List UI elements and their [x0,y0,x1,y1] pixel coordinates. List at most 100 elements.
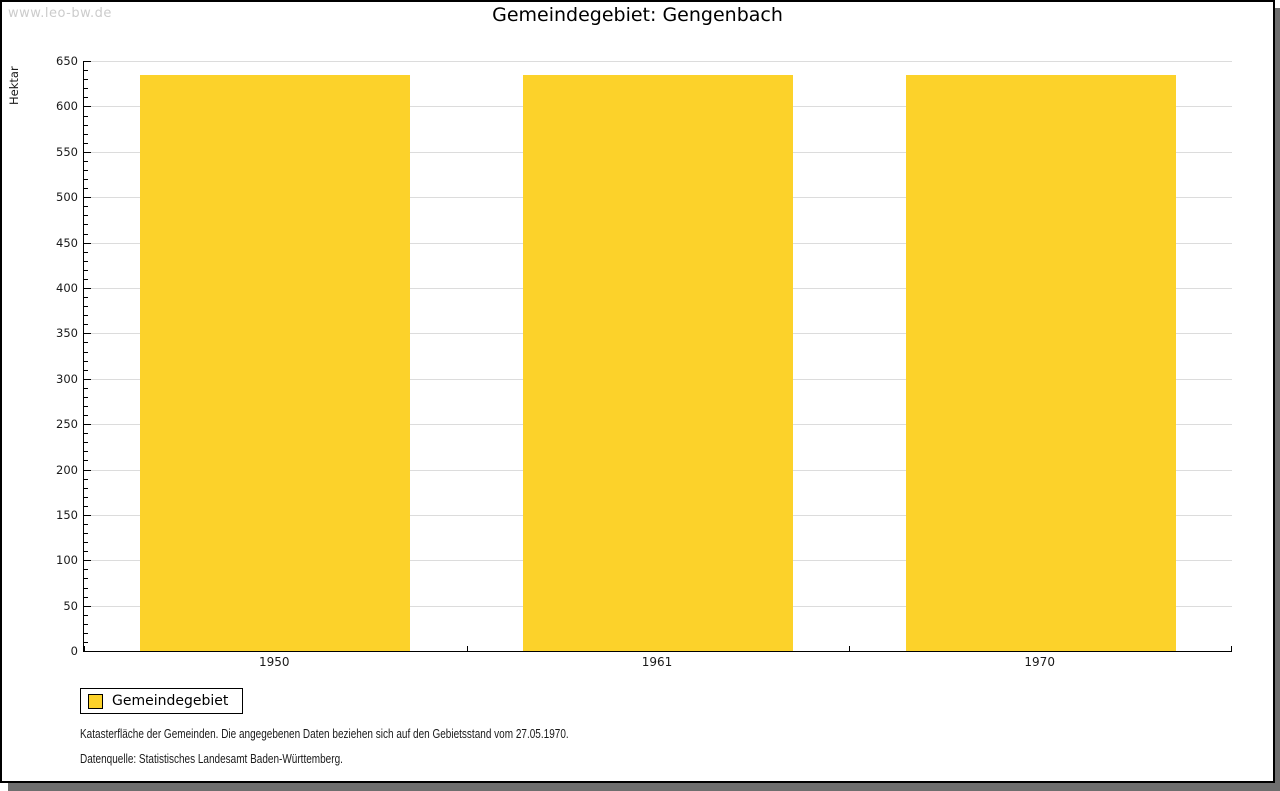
y-minor-tick [84,478,88,480]
y-minor-tick [84,596,88,598]
y-minor-tick [84,369,88,371]
y-tick-label: 0 [70,644,78,658]
y-minor-tick [84,79,88,81]
y-minor-tick [84,70,88,72]
legend: Gemeindegebiet [80,688,244,714]
y-major-tick [84,378,91,380]
y-tick-label: 200 [56,462,78,477]
y-minor-tick [84,496,88,498]
y-minor-tick [84,505,88,507]
y-tick-label: 450 [56,235,78,250]
y-major-tick [84,287,91,289]
y-minor-tick [84,188,88,190]
y-minor-tick [84,551,88,553]
y-minor-tick [84,224,88,226]
y-minor-tick [84,306,88,308]
y-major-tick [84,61,91,62]
bar [523,74,793,651]
y-minor-tick [84,415,88,416]
y-major-tick [84,514,91,516]
y-minor-tick [84,396,88,398]
y-tick-label: 250 [56,417,78,432]
y-tick-label: 550 [56,144,78,159]
y-minor-tick [84,587,88,589]
y-tick-label: 300 [56,371,78,386]
y-minor-tick [84,269,88,271]
y-minor-tick [84,387,88,389]
footnote-description: Katasterfläche der Gemeinden. Die angege… [80,727,569,741]
y-minor-tick [84,133,88,135]
y-minor-tick [84,251,88,253]
y-tick-label: 500 [56,190,78,205]
y-tick-label: 600 [56,99,78,114]
y-minor-tick [84,487,88,489]
legend-swatch-icon [88,693,103,709]
y-minor-tick [84,533,88,534]
bar [140,74,411,651]
drop-shadow-bottom [8,783,1280,791]
y-minor-tick [84,260,88,262]
y-minor-tick [84,451,88,453]
drop-shadow-right [1275,8,1280,783]
legend-label: Gemeindegebiet [112,693,229,709]
watermark: www.leo-bw.de [8,6,112,21]
y-tick-label: 350 [56,326,78,341]
y-minor-tick [84,578,88,580]
y-major-tick [84,605,91,607]
x-tick-label: 1970 [1024,655,1055,669]
y-axis-tick-labels: 0 50 100 150 200 250 300 350 400 450 500 550 600 650 [38,54,78,658]
y-minor-tick [84,542,88,544]
y-minor-tick [84,297,88,298]
y-minor-tick [84,623,88,625]
x-tick [849,646,850,651]
y-tick-label: 400 [56,280,78,295]
y-minor-tick [84,324,88,326]
chart-title: Gemeindegebiet: Gengenbach [492,4,783,26]
y-minor-tick [84,442,88,444]
bar [905,74,1176,651]
y-minor-tick [84,641,88,643]
y-minor-tick [84,88,88,90]
y-major-tick [84,242,91,244]
x-tick [1231,646,1232,651]
y-minor-tick [84,233,88,235]
gridline [84,61,1232,62]
y-minor-tick [84,632,88,634]
y-major-tick [84,424,91,426]
y-minor-tick [84,360,88,362]
y-minor-tick [84,278,88,280]
x-tick-label: 1950 [259,655,290,669]
y-minor-tick [84,215,88,217]
y-minor-tick [84,523,88,525]
y-minor-tick [84,160,88,162]
y-tick-label: 150 [56,507,78,522]
y-minor-tick [84,315,88,317]
y-minor-tick [84,97,88,99]
y-minor-tick [84,569,88,571]
footnote-source: Datenquelle: Statistisches Landesamt Bad… [80,752,343,766]
y-major-tick [84,560,91,562]
y-major-tick [84,333,91,335]
y-minor-tick [84,179,88,180]
x-axis-tick-labels: 1950 1961 1970 [83,655,1231,673]
y-minor-tick [84,115,88,117]
y-minor-tick [84,124,88,126]
y-minor-tick [84,405,88,407]
y-major-tick [84,151,91,153]
plot-area [83,61,1232,652]
y-minor-tick [84,351,88,353]
y-tick-label: 50 [63,598,78,613]
x-tick [467,646,468,651]
y-major-tick [84,197,91,199]
y-tick-label: 100 [56,553,78,568]
y-minor-tick [84,460,88,462]
x-tick-label: 1961 [641,655,673,669]
y-minor-tick [84,142,88,144]
y-axis-title: Hektar [7,66,21,105]
y-minor-tick [84,433,88,435]
y-minor-tick [84,206,88,208]
x-tick [84,646,85,651]
y-minor-tick [84,614,88,616]
y-major-tick [84,106,91,108]
